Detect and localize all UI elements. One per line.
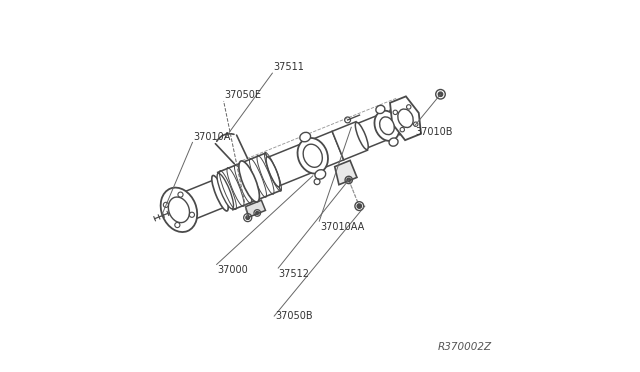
Circle shape [438, 92, 443, 96]
Ellipse shape [239, 161, 259, 202]
Polygon shape [390, 96, 421, 140]
Text: 37010B: 37010B [415, 126, 452, 137]
Ellipse shape [298, 138, 328, 174]
Polygon shape [268, 142, 317, 186]
Text: R370002Z: R370002Z [438, 342, 492, 352]
Ellipse shape [355, 122, 368, 150]
Polygon shape [332, 122, 367, 160]
Circle shape [256, 212, 259, 214]
Ellipse shape [389, 138, 398, 146]
Polygon shape [246, 200, 266, 217]
Ellipse shape [168, 197, 189, 222]
Circle shape [347, 178, 351, 182]
Text: 37511: 37511 [273, 62, 304, 73]
Ellipse shape [376, 105, 385, 113]
Polygon shape [218, 153, 280, 210]
Ellipse shape [374, 110, 399, 141]
Polygon shape [390, 108, 406, 135]
Ellipse shape [303, 144, 323, 167]
Polygon shape [357, 114, 390, 148]
Text: 37050E: 37050E [224, 90, 261, 100]
Circle shape [357, 204, 362, 208]
Text: 37010AA: 37010AA [320, 222, 364, 232]
Ellipse shape [300, 132, 310, 142]
Polygon shape [315, 131, 344, 167]
Ellipse shape [398, 109, 413, 128]
Polygon shape [335, 160, 357, 185]
Text: 37010A: 37010A [193, 132, 230, 142]
Ellipse shape [161, 187, 197, 232]
Ellipse shape [315, 170, 326, 179]
Polygon shape [176, 180, 225, 222]
Text: 37512: 37512 [278, 269, 310, 279]
Ellipse shape [217, 173, 234, 209]
Ellipse shape [266, 157, 280, 187]
Ellipse shape [380, 117, 394, 135]
Text: 37000: 37000 [217, 265, 248, 275]
Circle shape [246, 216, 250, 219]
Ellipse shape [212, 176, 228, 211]
Text: 37050B: 37050B [275, 311, 313, 321]
